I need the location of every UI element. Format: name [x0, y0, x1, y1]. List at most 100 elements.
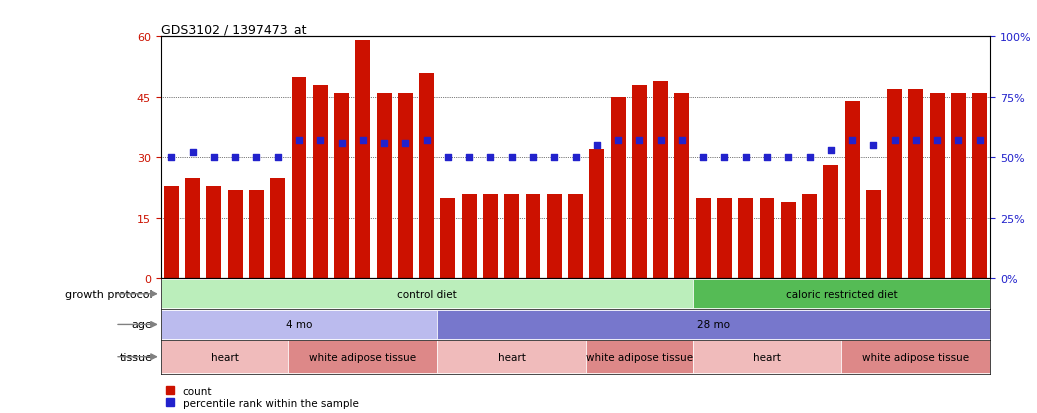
Text: heart: heart: [211, 352, 239, 362]
Text: 28 mo: 28 mo: [697, 320, 730, 330]
Point: [907, 138, 924, 145]
Text: caloric restricted diet: caloric restricted diet: [786, 289, 897, 299]
Point: [759, 154, 776, 161]
Point: [375, 140, 392, 147]
Legend: count, percentile rank within the sample: count, percentile rank within the sample: [166, 386, 359, 408]
FancyBboxPatch shape: [161, 341, 288, 373]
Bar: [186, 178, 200, 279]
Bar: [951, 93, 965, 279]
Text: growth protocol: growth protocol: [65, 289, 152, 299]
Text: control diet: control diet: [397, 289, 456, 299]
Point: [355, 138, 371, 145]
Point: [205, 154, 222, 161]
Point: [929, 138, 946, 145]
Point: [652, 138, 669, 145]
FancyBboxPatch shape: [586, 341, 693, 373]
Bar: [228, 190, 243, 279]
Bar: [611, 97, 625, 279]
Point: [248, 154, 264, 161]
Bar: [334, 93, 349, 279]
Bar: [398, 93, 413, 279]
Text: white adipose tissue: white adipose tissue: [586, 352, 693, 362]
Bar: [419, 74, 435, 279]
Bar: [759, 198, 775, 279]
Bar: [632, 85, 647, 279]
Point: [589, 142, 606, 149]
Point: [780, 154, 796, 161]
Point: [567, 154, 584, 161]
Text: age: age: [132, 320, 152, 330]
Text: white adipose tissue: white adipose tissue: [863, 352, 970, 362]
Bar: [504, 194, 520, 279]
Point: [163, 154, 179, 161]
Point: [802, 154, 818, 161]
Bar: [441, 198, 455, 279]
Text: heart: heart: [498, 352, 526, 362]
Text: 4 mo: 4 mo: [286, 320, 312, 330]
Bar: [844, 102, 860, 279]
FancyBboxPatch shape: [438, 341, 586, 373]
Bar: [930, 93, 945, 279]
Point: [950, 138, 966, 145]
Bar: [546, 194, 562, 279]
Point: [418, 138, 435, 145]
Bar: [696, 198, 710, 279]
FancyBboxPatch shape: [841, 341, 990, 373]
Bar: [568, 194, 583, 279]
Point: [503, 154, 520, 161]
Bar: [291, 77, 307, 279]
Bar: [888, 90, 902, 279]
Bar: [781, 202, 795, 279]
Point: [695, 154, 711, 161]
FancyBboxPatch shape: [693, 341, 841, 373]
Point: [525, 154, 541, 161]
Bar: [461, 194, 477, 279]
Bar: [738, 198, 753, 279]
Text: white adipose tissue: white adipose tissue: [309, 352, 417, 362]
Bar: [271, 178, 285, 279]
Point: [844, 138, 861, 145]
Point: [270, 154, 286, 161]
Bar: [249, 190, 263, 279]
Bar: [206, 186, 221, 279]
Text: tissue: tissue: [119, 352, 152, 362]
Bar: [802, 194, 817, 279]
Point: [610, 138, 626, 145]
Point: [632, 138, 648, 145]
Bar: [908, 90, 923, 279]
Text: heart: heart: [753, 352, 781, 362]
Point: [397, 140, 414, 147]
FancyBboxPatch shape: [161, 279, 693, 309]
Point: [185, 150, 201, 157]
Point: [674, 138, 691, 145]
Point: [482, 154, 499, 161]
FancyBboxPatch shape: [693, 279, 990, 309]
Bar: [526, 194, 540, 279]
Bar: [313, 85, 328, 279]
Point: [822, 147, 839, 154]
Point: [887, 138, 903, 145]
Bar: [674, 93, 690, 279]
Bar: [973, 93, 987, 279]
FancyBboxPatch shape: [438, 310, 990, 339]
Point: [440, 154, 456, 161]
Bar: [483, 194, 498, 279]
Text: GDS3102 / 1397473_at: GDS3102 / 1397473_at: [161, 23, 306, 36]
Point: [290, 138, 307, 145]
Point: [865, 142, 881, 149]
Point: [545, 154, 562, 161]
Point: [227, 154, 244, 161]
Bar: [717, 198, 732, 279]
FancyBboxPatch shape: [161, 310, 438, 339]
Point: [312, 138, 329, 145]
Bar: [376, 93, 392, 279]
FancyBboxPatch shape: [288, 341, 438, 373]
Bar: [653, 81, 668, 279]
Bar: [164, 186, 178, 279]
Point: [333, 140, 349, 147]
Point: [737, 154, 754, 161]
Bar: [356, 41, 370, 279]
Point: [460, 154, 477, 161]
Bar: [823, 166, 838, 279]
Bar: [589, 150, 605, 279]
